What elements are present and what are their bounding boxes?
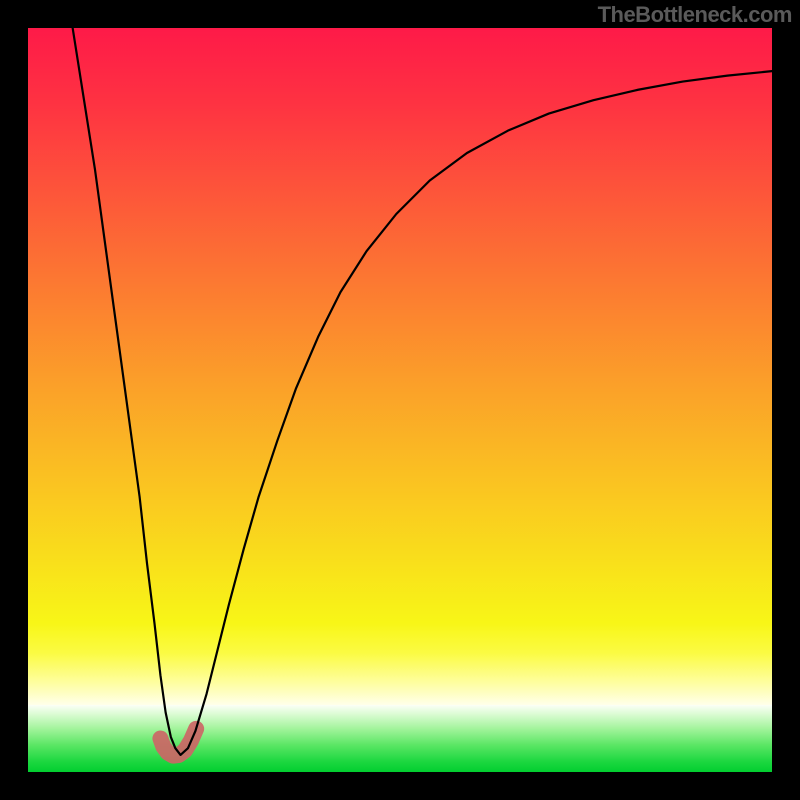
watermark-text: TheBottleneck.com: [598, 2, 792, 28]
bottleneck-curve: [73, 28, 772, 755]
curve-layer: [28, 28, 772, 772]
plot-area: [28, 28, 772, 772]
chart-container: TheBottleneck.com: [0, 0, 800, 800]
